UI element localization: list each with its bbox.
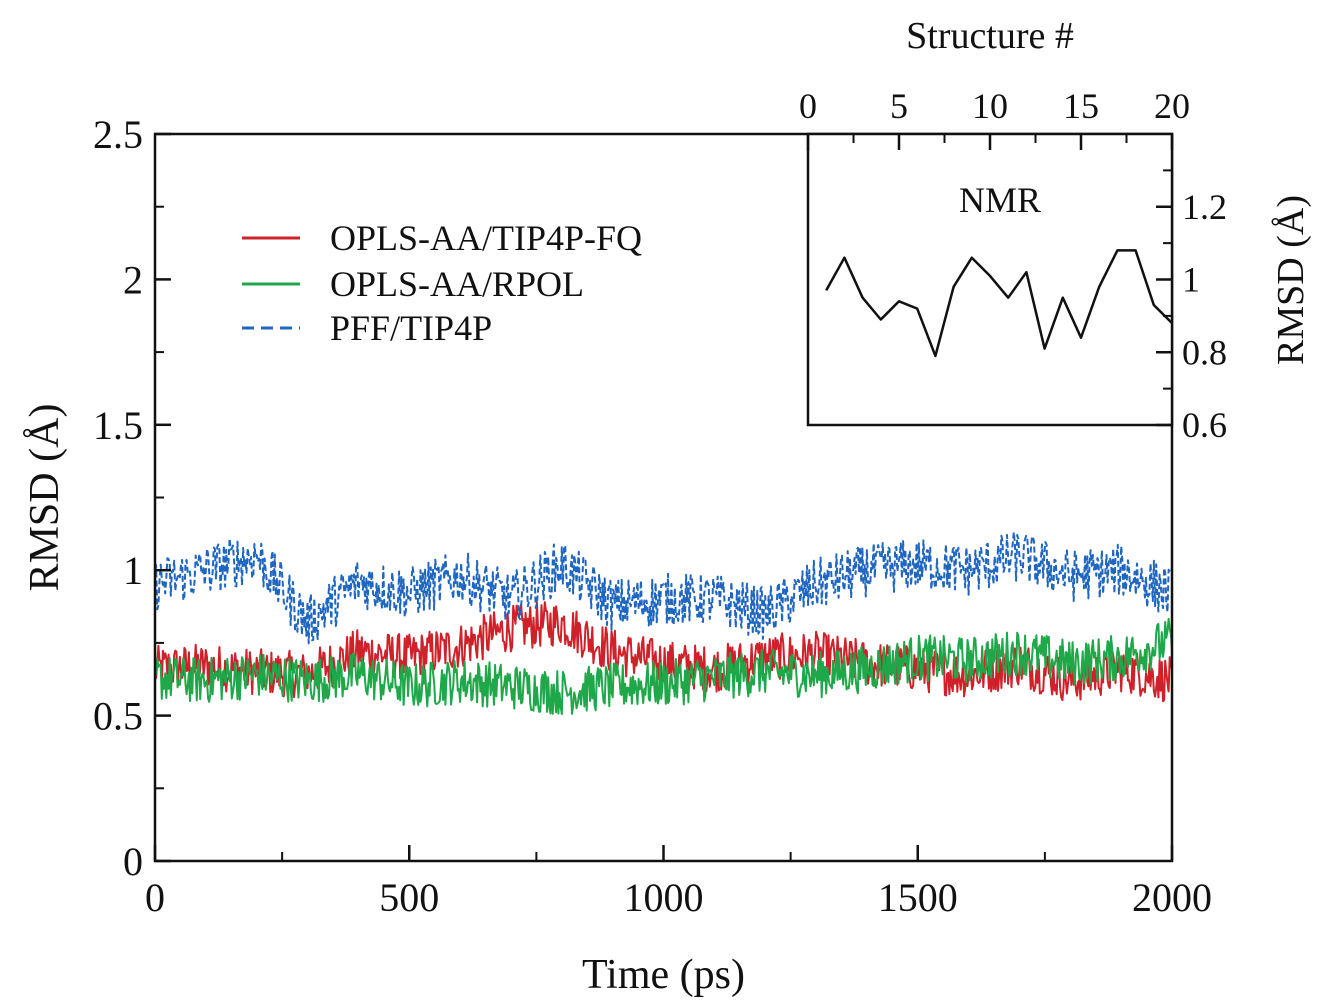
inset-y-tick-label: 1 <box>1182 260 1200 300</box>
main-x-ticks: 0 500 1000 1500 2000 <box>145 845 1212 920</box>
y-tick-label: 1 <box>123 548 143 593</box>
inset-x-tick-label: 5 <box>890 86 908 126</box>
inset-y-tick-label: 0.8 <box>1182 332 1227 372</box>
inset-x-axis-label: Structure # <box>906 15 1074 57</box>
y-tick-label: 0 <box>123 839 143 884</box>
inset-y-axis-label: RMSD (Å) <box>1270 195 1312 365</box>
series-line-pff-tip4p <box>154 531 1173 645</box>
inset-background <box>808 134 1172 425</box>
legend: OPLS-AA/TIP4P-FQ OPLS-AA/RPOL PFF/TIP4P <box>242 218 642 348</box>
main-y-ticks: 0 0.5 1 1.5 2 2.5 <box>93 112 171 884</box>
x-tick-label: 1000 <box>624 875 704 920</box>
x-axis-label: Time (ps) <box>582 952 745 998</box>
series-line-opls-aa-rpol <box>154 617 1173 716</box>
inset-annotation-nmr: NMR <box>959 180 1041 220</box>
inset-x-tick-label: 0 <box>799 86 817 126</box>
inset-y-tick-label: 0.6 <box>1182 405 1227 445</box>
y-tick-label: 1.5 <box>93 403 143 448</box>
legend-label-tip4p-fq: OPLS-AA/TIP4P-FQ <box>330 218 642 258</box>
y-tick-label: 0.5 <box>93 694 143 739</box>
y-tick-label: 2.5 <box>93 112 143 157</box>
inset-x-tick-label: 20 <box>1154 86 1190 126</box>
x-tick-label: 2000 <box>1132 875 1212 920</box>
inset-chart: 0 5 10 15 20 0.6 0.8 1 1.2 Structure # RMSD (Å)… <box>799 15 1312 445</box>
y-axis-label: RMSD (Å) <box>22 404 68 592</box>
main-chart: 0 500 1000 1500 2000 00.511.522.5 Time (ps) … <box>22 112 1212 998</box>
inset-x-tick-label: 10 <box>972 86 1008 126</box>
legend-label-rpol: OPLS-AA/RPOL <box>330 264 584 304</box>
inset-y-ticks: 0.6 0.8 1 1.2 <box>1156 169 1227 445</box>
legend-label-pff-tip4p: PFF/TIP4P <box>330 308 492 348</box>
inset-y-tick-label: 1.2 <box>1182 187 1227 227</box>
main-series-group <box>154 531 1173 716</box>
x-tick-label: 0 <box>145 875 165 920</box>
inset-x-tick-label: 15 <box>1063 86 1099 126</box>
inset-x-ticks: 0 5 10 15 20 <box>799 86 1190 150</box>
y-tick-label: 2 <box>123 257 143 302</box>
inset-series-line-nmr <box>825 249 1173 358</box>
x-tick-label: 500 <box>379 875 439 920</box>
inset-series-group <box>825 249 1173 358</box>
x-tick-label: 1500 <box>878 875 958 920</box>
